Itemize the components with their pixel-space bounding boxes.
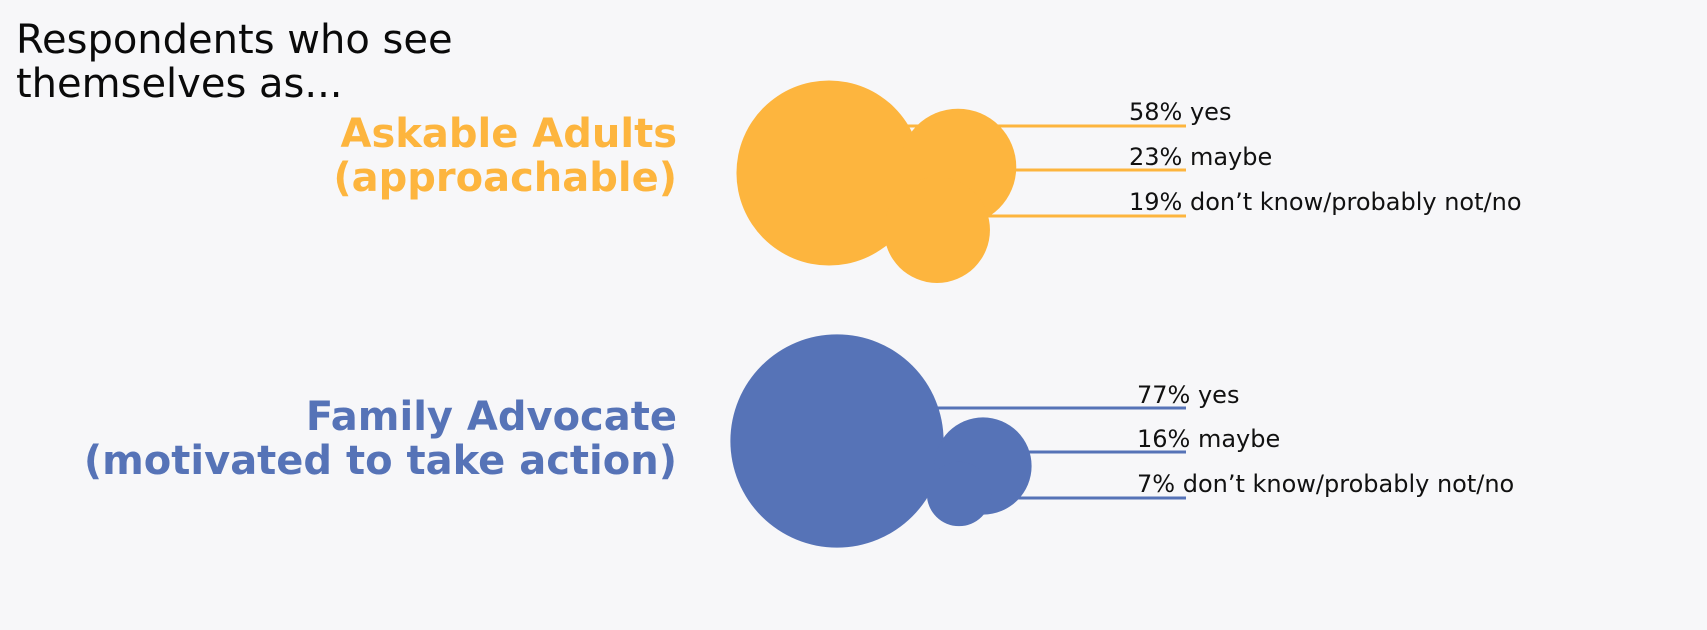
group-label-line-2: (motivated to take action) [83, 438, 677, 484]
bubble-askable-no [884, 177, 990, 283]
group-label-line-1: Family Advocate [305, 394, 677, 440]
group-label-family-advocate: Family Advocate (motivated to take actio… [84, 395, 677, 483]
bubble-advocate-no [926, 461, 992, 527]
bubble-advocate-yes [730, 334, 944, 548]
bubble-askable-yes [736, 80, 922, 266]
chart-title-line-2: themselves as... [16, 61, 343, 107]
chart-title-line-1: Respondents who see [16, 17, 453, 63]
group-label-line-1: Askable Adults [340, 111, 677, 157]
data-label-advocate-maybe: 16% maybe [1137, 425, 1281, 453]
group-label-line-2: (approachable) [333, 155, 677, 201]
data-label-askable-no: 19% don’t know/probably not/no [1129, 188, 1522, 216]
data-label-askable-maybe: 23% maybe [1129, 143, 1273, 171]
chart-title: Respondents who see themselves as... [16, 18, 453, 106]
data-label-advocate-yes: 77% yes [1137, 381, 1240, 409]
data-label-advocate-no: 7% don’t know/probably not/no [1137, 470, 1515, 498]
data-label-askable-yes: 58% yes [1129, 98, 1232, 126]
group-label-askable-adults: Askable Adults (approachable) [333, 112, 677, 200]
